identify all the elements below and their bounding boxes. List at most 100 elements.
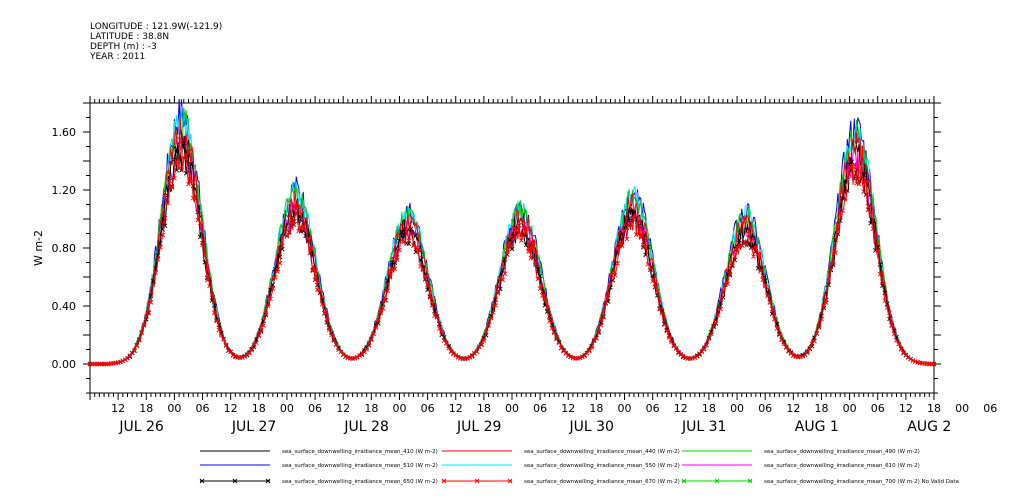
series-marker	[657, 306, 663, 312]
series-marker	[779, 337, 784, 343]
series-marker	[495, 290, 501, 295]
series-marker	[207, 283, 212, 289]
series-marker	[136, 338, 142, 343]
series-marker	[408, 226, 414, 232]
series-marker	[816, 323, 822, 328]
series-marker	[842, 195, 848, 201]
series-marker	[415, 246, 421, 252]
series-marker	[652, 285, 658, 290]
series-marker	[200, 242, 205, 248]
series-marker	[422, 273, 428, 279]
series-marker	[162, 215, 168, 221]
series-line	[90, 138, 934, 365]
series-marker	[132, 348, 137, 353]
series-marker	[823, 300, 829, 305]
series-marker	[544, 305, 550, 310]
series-marker	[293, 210, 299, 215]
series-marker	[387, 270, 393, 276]
series-marker	[617, 240, 623, 245]
series-marker	[240, 355, 245, 360]
series-marker	[483, 329, 489, 335]
series-marker	[465, 356, 470, 361]
series-marker	[877, 271, 883, 277]
series-marker	[134, 343, 140, 348]
series-marker	[408, 231, 414, 236]
legend-marker	[681, 478, 687, 484]
legend-label: sea_surface_downwelling_irradiance_mean_…	[524, 449, 680, 455]
series-marker	[746, 228, 752, 234]
x-hour-label: 18	[927, 402, 941, 415]
series-marker	[275, 269, 280, 274]
series-marker	[265, 303, 271, 309]
series-marker	[153, 270, 158, 276]
series-marker	[493, 303, 498, 308]
series-marker	[601, 314, 606, 320]
longitude-label: LONGITUDE : 121.9W(-121.9)	[90, 22, 223, 32]
series-marker	[233, 353, 238, 359]
series-marker	[263, 311, 269, 316]
series-marker	[343, 354, 348, 360]
x-hour-label: 12	[336, 402, 350, 415]
legend-label: sea_surface_downwelling_irradiance_mean_…	[282, 463, 438, 469]
series-marker	[512, 235, 517, 241]
series-marker	[270, 282, 276, 288]
x-hour-label: 06	[758, 402, 772, 415]
series-marker	[708, 331, 714, 337]
series-marker	[181, 140, 187, 146]
series-marker	[648, 265, 653, 270]
series-marker	[889, 322, 895, 328]
series-marker	[418, 263, 423, 269]
series-marker	[783, 344, 789, 350]
series-marker	[870, 218, 876, 224]
series-marker	[333, 341, 339, 347]
series-marker	[160, 232, 165, 238]
series-marker	[748, 238, 754, 244]
x-hour-label: 06	[308, 402, 322, 415]
series-marker	[622, 228, 627, 234]
series-marker	[214, 318, 219, 324]
series-marker	[880, 283, 885, 289]
series-marker	[636, 231, 641, 237]
legend-marker	[199, 478, 205, 484]
series-marker	[833, 237, 838, 243]
series-marker	[226, 348, 231, 353]
series-marker	[329, 332, 334, 338]
series-marker	[383, 298, 388, 304]
series-marker	[139, 330, 144, 336]
series-marker	[211, 310, 217, 316]
series-marker	[453, 353, 459, 358]
series-marker	[802, 352, 808, 357]
series-marker	[626, 222, 632, 228]
series-marker	[143, 314, 149, 320]
series-marker	[812, 338, 817, 344]
series-marker	[474, 349, 480, 354]
series-marker	[479, 341, 484, 347]
chart-header: LONGITUDE : 121.9W(-121.9) LATITUDE : 38…	[90, 22, 222, 62]
series-marker	[833, 250, 838, 256]
series-marker	[612, 272, 618, 278]
series-marker	[284, 233, 290, 239]
series-marker	[774, 326, 780, 331]
series-marker	[256, 332, 262, 338]
x-hour-label: 12	[111, 402, 125, 415]
series-marker	[894, 338, 899, 343]
series-marker	[174, 162, 180, 167]
series-marker	[669, 339, 674, 345]
series-marker	[467, 355, 473, 360]
series-marker	[615, 260, 620, 266]
series-marker	[172, 175, 177, 181]
series-marker	[404, 227, 409, 233]
x-day-label: JUL 28	[343, 419, 388, 435]
series-marker	[218, 333, 224, 338]
series-marker	[718, 306, 723, 312]
depth-label: DEPTH (m) : -3	[90, 42, 157, 52]
series-line	[90, 141, 934, 365]
series-marker	[753, 245, 759, 250]
series-marker	[542, 296, 548, 302]
series-marker	[840, 208, 845, 213]
series-marker	[744, 243, 749, 248]
series-marker	[603, 301, 609, 306]
legend-marker	[265, 478, 271, 484]
series-marker	[598, 323, 604, 328]
series-marker	[202, 253, 208, 259]
